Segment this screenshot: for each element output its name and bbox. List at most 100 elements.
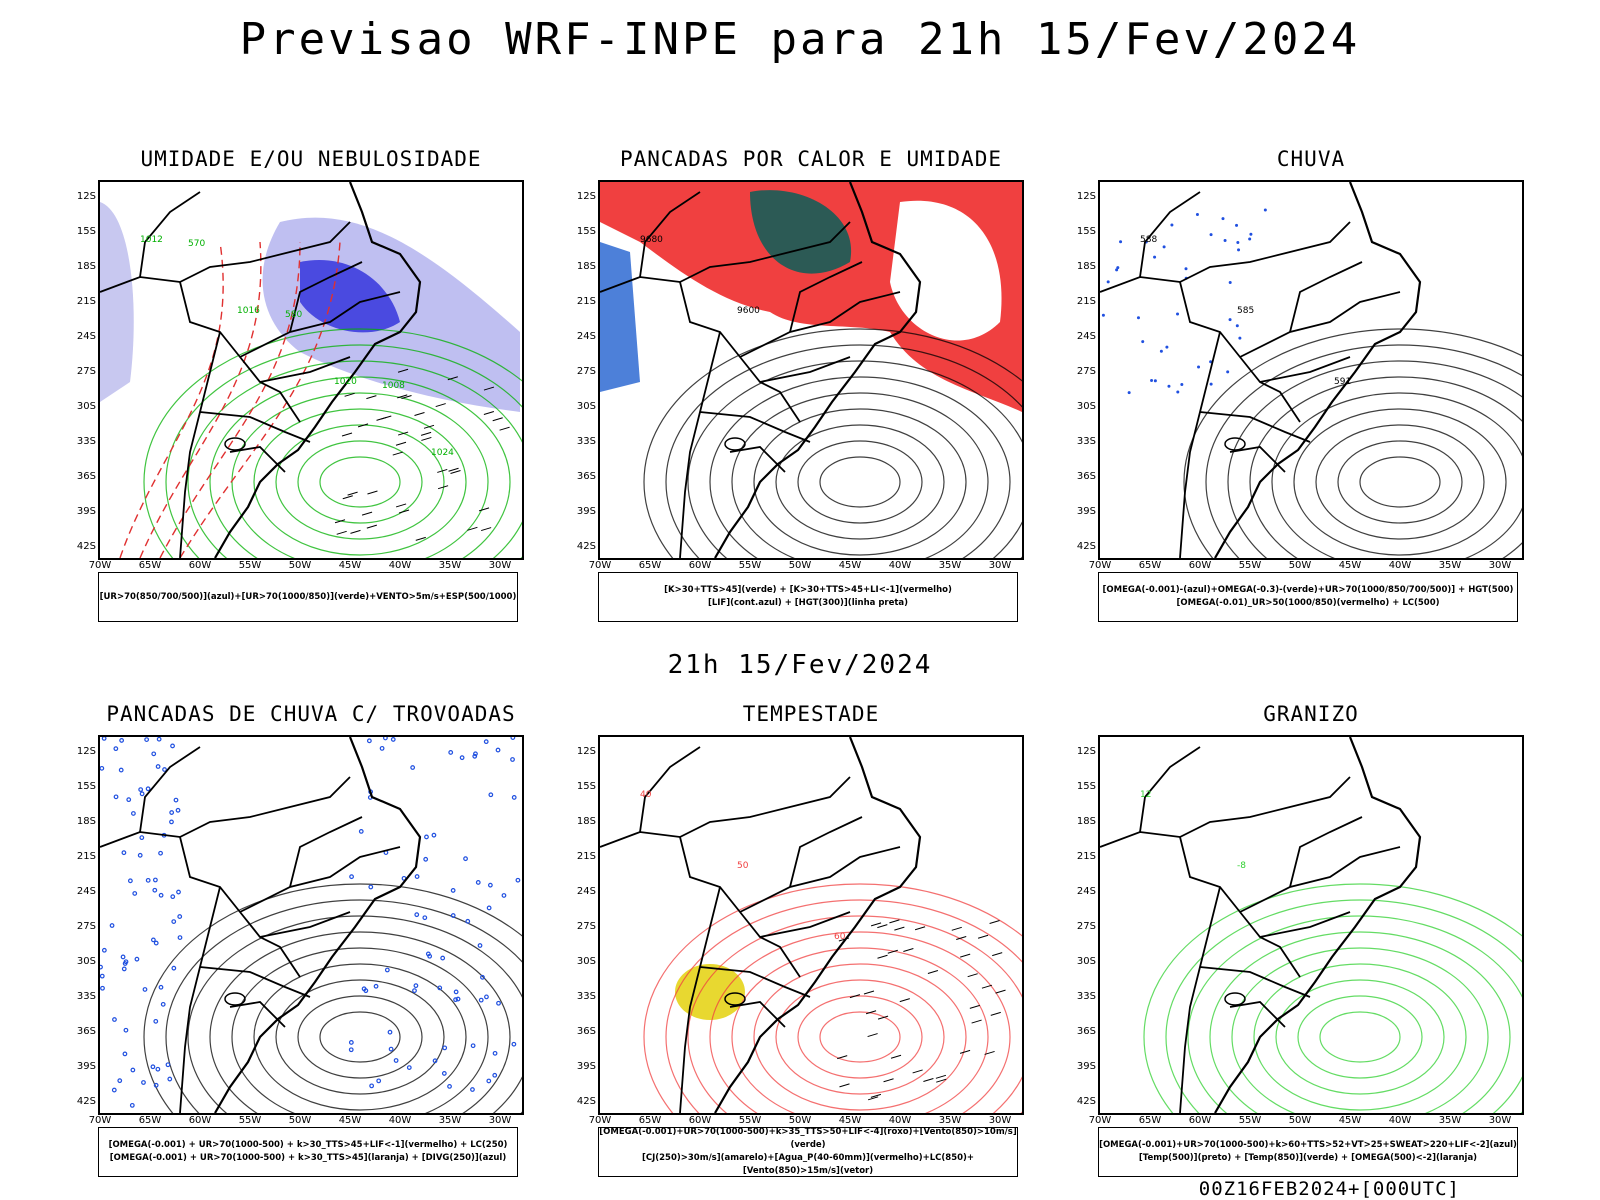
forecast-map: 1012 1016 1020 1024 570 580 1008	[98, 180, 524, 560]
longitude-tick-label: 30W	[1488, 560, 1512, 571]
forecast-date-label: 21h 15/Fev/2024	[667, 650, 933, 680]
forecast-map: 9680 9600	[598, 180, 1024, 560]
latitude-tick-label: 24S	[576, 331, 596, 342]
longitude-tick-label: 55W	[1238, 560, 1262, 571]
longitude-tick-label: 35W	[438, 560, 462, 571]
longitude-tick-label: 40W	[1388, 1115, 1412, 1126]
latitude-tick-label: 39S	[76, 506, 96, 517]
longitude-tick-label: 35W	[1438, 1115, 1462, 1126]
latitude-tick-label: 36S	[576, 1026, 596, 1037]
map-canvas: 588 585 591	[1100, 182, 1522, 558]
panel-title: UMIDADE E/OU NEBULOSIDADE	[140, 147, 482, 171]
latitude-tick-label: 27S	[576, 366, 596, 377]
legend-line: [Temp(500)](preto) + [Temp(850)](verde) …	[1138, 1153, 1478, 1163]
longitude-tick-label: 30W	[1488, 1115, 1512, 1126]
latitude-tick-label: 27S	[1076, 921, 1096, 932]
longitude-tick-label: 30W	[488, 560, 512, 571]
latitude-tick-label: 12S	[76, 746, 96, 757]
longitude-tick-label: 60W	[688, 560, 712, 571]
panel-title: TEMPESTADE	[742, 702, 880, 726]
latitude-tick-label: 15S	[1076, 226, 1096, 237]
contour-label: 1024	[431, 448, 454, 458]
latitude-tick-label: 36S	[576, 471, 596, 482]
latitude-tick-label: 42S	[576, 541, 596, 552]
latitude-tick-label: 39S	[1076, 1061, 1096, 1072]
map-canvas: 1012 1016 1020 1024 570 580 1008	[100, 182, 522, 558]
longitude-tick-label: 60W	[188, 1115, 212, 1126]
latitude-tick-label: 36S	[1076, 471, 1096, 482]
longitude-tick-label: 45W	[838, 560, 862, 571]
latitude-tick-label: 39S	[576, 506, 596, 517]
latitude-tick-label: 42S	[1076, 541, 1096, 552]
run-info-footer: 00Z16FEB2024+[000UTC]	[1198, 1178, 1460, 1200]
longitude-tick-label: 55W	[238, 1115, 262, 1126]
latitude-tick-label: 21S	[1076, 296, 1096, 307]
longitude-tick-label: 70W	[1088, 560, 1112, 571]
latitude-tick-label: 15S	[76, 226, 96, 237]
map-canvas: 40 50 60	[600, 737, 1022, 1113]
legend-line: [OMEGA(-0.001)-(azul)+OMEGA(-0.3)-(verde…	[1102, 585, 1514, 595]
longitude-tick-label: 45W	[838, 1115, 862, 1126]
longitude-tick-label: 45W	[338, 1115, 362, 1126]
latitude-tick-label: 24S	[1076, 331, 1096, 342]
forecast-map: 588 585 591	[1098, 180, 1524, 560]
latitude-tick-label: 18S	[1076, 816, 1096, 827]
longitude-tick-label: 50W	[1288, 560, 1312, 571]
longitude-tick-label: 50W	[788, 1115, 812, 1126]
panel-legend: [K>30+TTS>45](verde) + [K>30+TTS>45+LI<-…	[598, 572, 1018, 622]
panel-legend: [OMEGA(-0.001)-(azul)+OMEGA(-0.3)-(verde…	[1098, 572, 1518, 622]
latitude-tick-label: 36S	[1076, 1026, 1096, 1037]
latitude-tick-label: 33S	[576, 436, 596, 447]
longitude-tick-label: 35W	[938, 560, 962, 571]
map-canvas: 12 -8	[1100, 737, 1522, 1113]
longitude-tick-label: 45W	[1338, 1115, 1362, 1126]
contour-label: 50	[737, 861, 749, 871]
longitude-tick-label: 65W	[138, 560, 162, 571]
longitude-tick-label: 50W	[288, 560, 312, 571]
longitude-tick-label: 65W	[1138, 560, 1162, 571]
longitude-tick-label: 60W	[1188, 560, 1212, 571]
latitude-tick-label: 30S	[1076, 401, 1096, 412]
latitude-tick-label: 24S	[1076, 886, 1096, 897]
longitude-tick-label: 40W	[1388, 560, 1412, 571]
latitude-tick-label: 27S	[76, 921, 96, 932]
longitude-tick-label: 50W	[788, 560, 812, 571]
longitude-tick-label: 70W	[588, 560, 612, 571]
latitude-tick-label: 36S	[76, 1026, 96, 1037]
legend-line: [OMEGA(-0.001) + UR>70(1000-500) + k>30_…	[108, 1140, 508, 1150]
latitude-tick-label: 21S	[1076, 851, 1096, 862]
contour-label: 580	[285, 310, 302, 320]
contour-label: 1016	[237, 306, 260, 316]
longitude-tick-label: 60W	[1188, 1115, 1212, 1126]
contour-label: 40	[640, 790, 652, 800]
longitude-tick-label: 45W	[1338, 560, 1362, 571]
longitude-tick-label: 70W	[1088, 1115, 1112, 1126]
latitude-tick-label: 12S	[1076, 191, 1096, 202]
longitude-tick-label: 55W	[738, 1115, 762, 1126]
forecast-map: 12 -8	[1098, 735, 1524, 1115]
latitude-tick-label: 42S	[76, 541, 96, 552]
latitude-tick-label: 30S	[576, 401, 596, 412]
panel-title: GRANIZO	[1263, 702, 1359, 726]
latitude-tick-label: 33S	[576, 991, 596, 1002]
legend-line: [K>30+TTS>45](verde) + [K>30+TTS>45+LI<-…	[664, 585, 952, 595]
longitude-tick-label: 50W	[1288, 1115, 1312, 1126]
latitude-tick-label: 27S	[76, 366, 96, 377]
contour-label: 1020	[334, 377, 357, 387]
contour-label: 60	[834, 932, 846, 942]
longitude-tick-label: 70W	[588, 1115, 612, 1126]
longitude-tick-label: 55W	[238, 560, 262, 571]
longitude-tick-label: 30W	[988, 1115, 1012, 1126]
forecast-map: 40 50 60	[598, 735, 1024, 1115]
legend-line: [UR>70(850/700/500)](azul)+[UR>70(1000/8…	[99, 591, 517, 602]
latitude-tick-label: 30S	[576, 956, 596, 967]
longitude-tick-label: 65W	[1138, 1115, 1162, 1126]
latitude-tick-label: 21S	[76, 296, 96, 307]
panel-title: CHUVA	[1276, 147, 1346, 171]
longitude-tick-label: 35W	[438, 1115, 462, 1126]
contour-label: 585	[1237, 306, 1254, 316]
longitude-tick-label: 65W	[138, 1115, 162, 1126]
panel-title: PANCADAS DE CHUVA C/ TROVOADAS	[106, 702, 516, 726]
legend-line: [OMEGA(-0.001)+UR>70(1000-500)+k>60+TTS>…	[1099, 1140, 1517, 1150]
contour-label: -8	[1237, 861, 1246, 871]
